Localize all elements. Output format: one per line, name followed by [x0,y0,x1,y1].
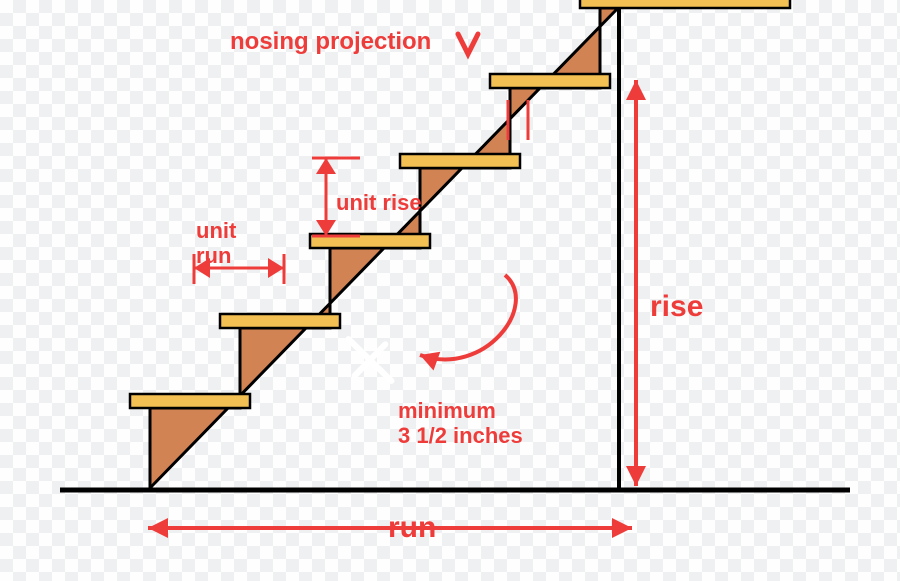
arrowhead [420,352,440,371]
label-unit-run: unit run [196,218,236,269]
arrowhead [626,466,646,486]
arrowhead [626,80,646,100]
arrowhead [612,518,632,538]
landing-tread [580,0,790,8]
label-nosing-projection: nosing projection [230,28,431,56]
label-minimum-throat: minimum 3 1/2 inches [398,398,523,449]
arrowhead [148,518,168,538]
label-run: run [388,511,436,546]
throat-leader [420,275,516,359]
stair-tread [130,394,250,408]
stair-tread [220,314,340,328]
stair-tread [490,74,610,88]
arrowhead [268,258,284,278]
stair-tread [400,154,520,168]
label-rise: rise [650,290,703,325]
label-unit-rise: unit rise [336,190,422,215]
arrowhead [316,158,336,174]
nosing-v-icon [458,34,478,54]
